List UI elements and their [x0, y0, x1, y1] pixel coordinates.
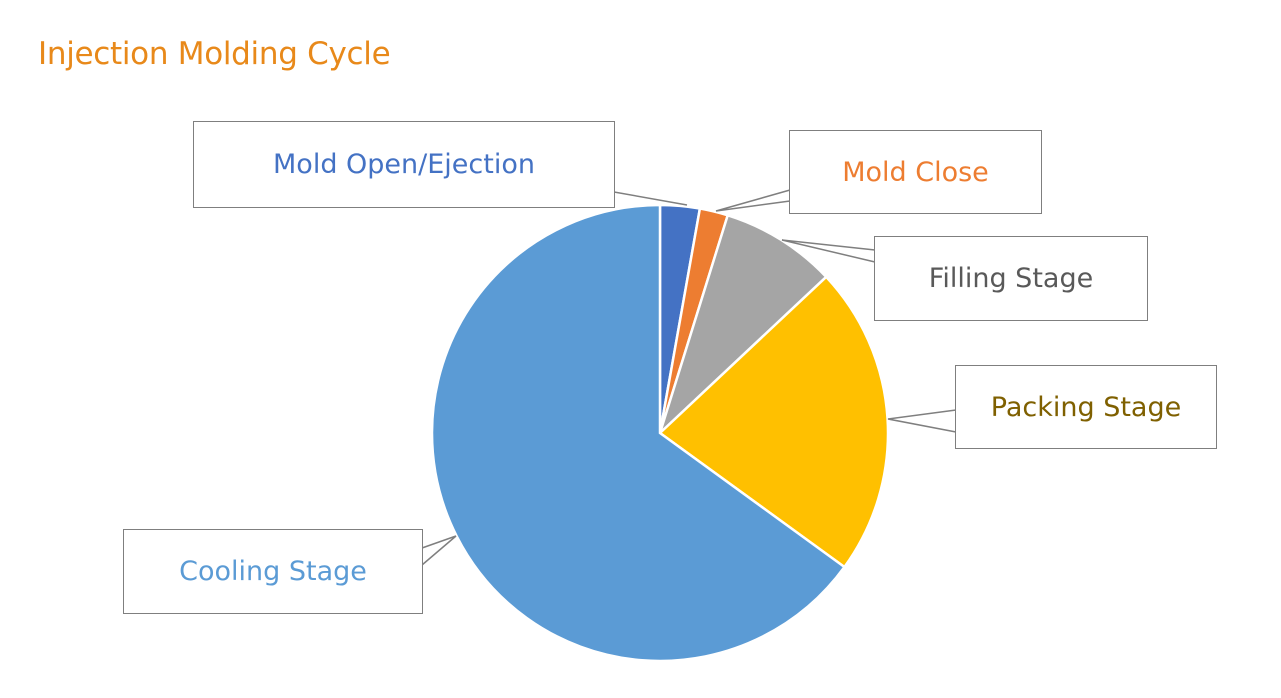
chart-title: Injection Molding Cycle: [38, 36, 391, 72]
label-text: Mold Open/Ejection: [273, 149, 535, 180]
data-label-filling: Filling Stage: [874, 236, 1148, 321]
data-label-mold-close: Mold Close: [789, 130, 1042, 214]
leader-line-cooling: [421, 535, 457, 566]
pie-slice-packing-stage: [658, 275, 890, 569]
pie-slice-filling-stage: [657, 213, 828, 438]
leader-line-mold-open: [613, 172, 688, 206]
data-label-mold-open: Mold Open/Ejection: [193, 121, 615, 208]
data-label-cooling: Cooling Stage: [123, 529, 423, 614]
label-text: Filling Stage: [928, 263, 1094, 294]
leader-line-mold-close: [715, 189, 791, 212]
label-text: Cooling Stage: [179, 556, 367, 587]
data-label-packing: Packing Stage: [955, 365, 1217, 449]
leader-line-packing: [887, 409, 957, 433]
pie-slice-cooling-stage: [430, 203, 847, 663]
label-text: Packing Stage: [990, 391, 1182, 423]
leader-line-filling: [781, 239, 876, 263]
label-text: Mold Close: [842, 156, 989, 188]
